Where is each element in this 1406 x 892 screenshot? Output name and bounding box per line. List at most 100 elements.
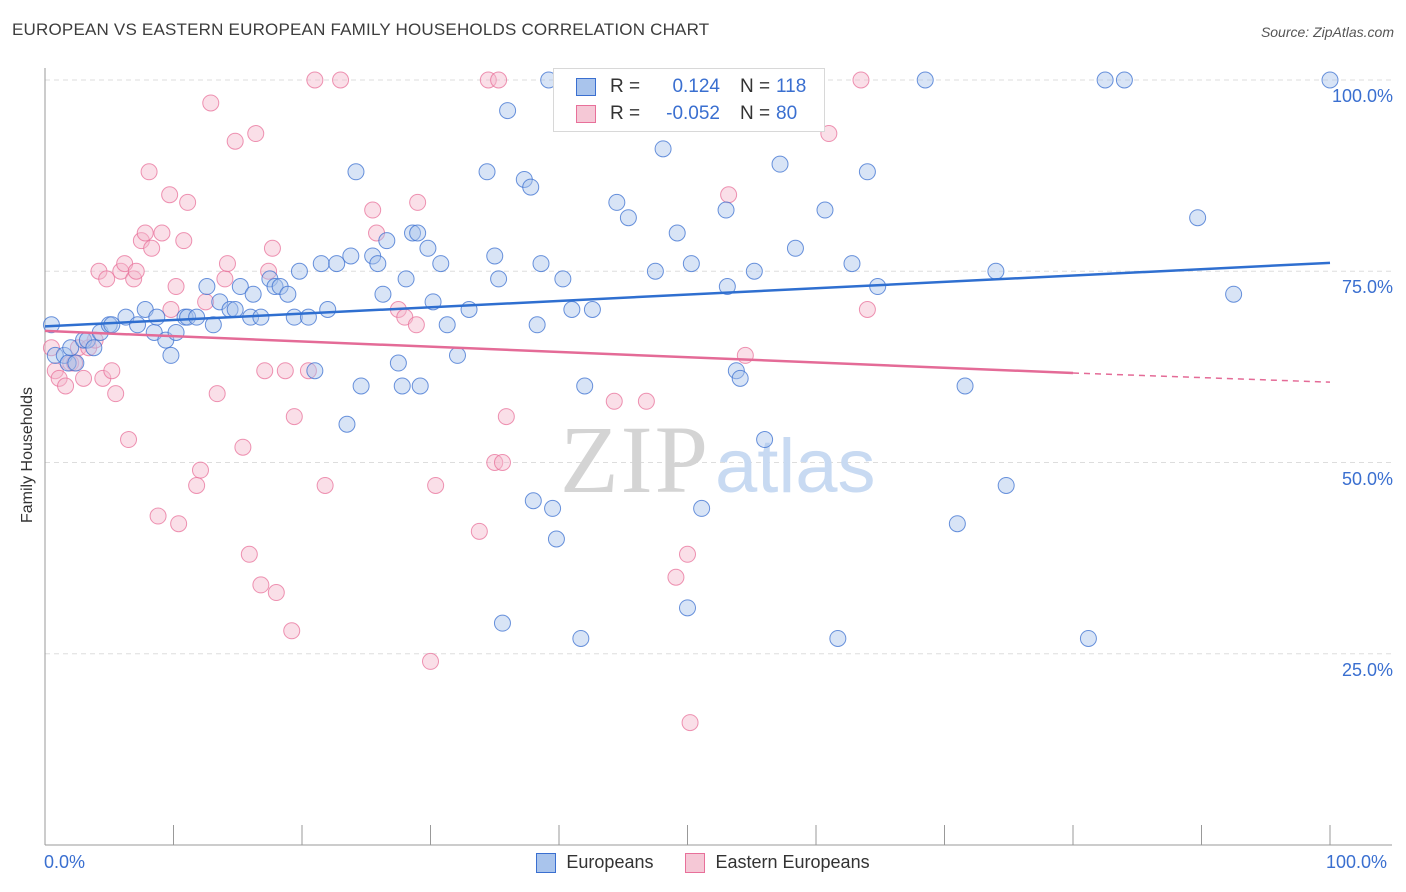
legend-r-value: 0.124 xyxy=(672,76,720,97)
y-axis-label: Family Households xyxy=(19,386,36,524)
point-eastern-european xyxy=(42,339,60,357)
legend-n-value: 80 xyxy=(776,103,798,124)
legend-r-label: R = xyxy=(610,76,641,97)
legend-n-label: N = xyxy=(740,76,771,97)
legend-row-europeans: R = 0.124 N = 118 xyxy=(576,74,806,100)
series-eastern-europeans xyxy=(42,71,876,732)
point-european xyxy=(916,71,934,89)
point-european xyxy=(347,163,365,181)
point-european xyxy=(532,255,550,273)
point-european xyxy=(493,614,511,632)
x-tick-label-min: 0.0% xyxy=(44,852,86,872)
point-eastern-european xyxy=(208,385,226,403)
point-eastern-european xyxy=(285,408,303,426)
point-eastern-european xyxy=(120,431,138,449)
trend-line-europeans xyxy=(44,261,1331,328)
point-european xyxy=(756,431,774,449)
y-tick-label: 100.0% xyxy=(1331,86,1393,106)
point-european xyxy=(411,377,429,395)
legend-n-value: 118 xyxy=(776,76,807,97)
point-eastern-european xyxy=(332,71,350,89)
legend-item-europeans[interactable]: Europeans xyxy=(536,852,653,873)
point-eastern-european xyxy=(605,392,623,410)
point-european xyxy=(948,515,966,533)
chart-source: Source: ZipAtlas.com xyxy=(1260,24,1394,40)
point-european xyxy=(306,362,324,380)
point-european xyxy=(816,201,834,219)
legend-item-eastern-europeans[interactable]: Eastern Europeans xyxy=(685,852,870,873)
point-eastern-european xyxy=(107,385,125,403)
point-eastern-european xyxy=(162,301,180,318)
point-eastern-european xyxy=(179,193,197,211)
point-european xyxy=(608,193,626,211)
point-european xyxy=(290,262,308,280)
point-eastern-european xyxy=(218,255,236,273)
point-european xyxy=(1321,71,1339,89)
point-eastern-european xyxy=(103,362,121,380)
point-eastern-european xyxy=(143,239,161,257)
point-european xyxy=(490,270,508,288)
point-european xyxy=(554,270,572,288)
point-eastern-european xyxy=(197,293,215,311)
axes xyxy=(44,68,1392,846)
point-eastern-european xyxy=(161,186,179,204)
point-european xyxy=(547,530,565,548)
point-eastern-european xyxy=(149,507,167,525)
trend-lines xyxy=(44,261,1331,383)
legend-r-value: -0.052 xyxy=(666,103,720,124)
point-european xyxy=(62,339,80,357)
point-european xyxy=(731,369,749,387)
point-european xyxy=(328,255,346,273)
watermark-atlas: atlas xyxy=(715,424,876,509)
point-european xyxy=(987,262,1005,280)
point-european xyxy=(956,377,974,395)
point-european xyxy=(129,316,147,334)
point-european xyxy=(563,301,581,318)
point-eastern-european xyxy=(364,201,382,219)
point-european xyxy=(338,415,356,433)
point-european xyxy=(188,308,206,326)
legend-swatch-europeans xyxy=(536,852,557,873)
point-eastern-european xyxy=(46,362,64,380)
point-eastern-european xyxy=(667,568,685,586)
point-eastern-european xyxy=(256,362,274,380)
point-eastern-european xyxy=(170,515,188,533)
point-european xyxy=(226,301,244,318)
point-eastern-european xyxy=(153,224,171,242)
point-european xyxy=(397,270,415,288)
legend-label-eastern-europeans: Eastern Europeans xyxy=(715,852,870,872)
legend-swatch-eastern-europeans xyxy=(685,852,706,873)
point-eastern-european xyxy=(112,262,130,280)
point-european xyxy=(997,476,1015,494)
point-eastern-european xyxy=(191,461,209,479)
point-european xyxy=(179,308,197,326)
legend-swatch-pink xyxy=(576,105,596,123)
point-european xyxy=(478,163,496,181)
point-european xyxy=(299,308,317,326)
point-european xyxy=(646,262,664,280)
legend-row-eastern-europeans: R = -0.052 N = 80 xyxy=(576,101,797,127)
point-eastern-european xyxy=(490,71,508,89)
watermark-zip: ZIP xyxy=(560,406,710,513)
point-eastern-european xyxy=(136,224,154,242)
x-tick-label-max: 100.0% xyxy=(1326,852,1388,872)
legend-swatch-blue xyxy=(576,78,596,96)
point-european xyxy=(148,308,166,326)
point-european xyxy=(679,599,696,617)
chart-title: EUROPEAN VS EASTERN EUROPEAN FAMILY HOUS… xyxy=(12,20,710,39)
point-eastern-european xyxy=(263,239,281,257)
point-european xyxy=(404,224,422,242)
point-eastern-european xyxy=(720,186,738,204)
point-european xyxy=(522,178,540,196)
point-european xyxy=(378,232,396,250)
point-european xyxy=(718,278,736,296)
point-eastern-european xyxy=(252,576,270,594)
point-european xyxy=(682,255,700,273)
point-european xyxy=(654,140,672,158)
point-european xyxy=(103,316,121,334)
legend-r-label: R = xyxy=(610,103,641,124)
point-european xyxy=(1115,71,1133,89)
point-eastern-european xyxy=(140,163,158,181)
point-european xyxy=(285,308,303,326)
point-european xyxy=(312,255,330,273)
